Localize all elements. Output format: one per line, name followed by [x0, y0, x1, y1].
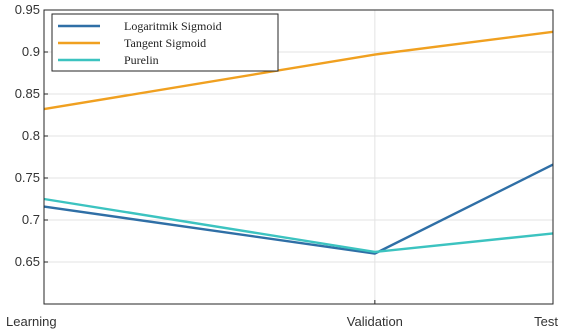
y-tick-label: 0.95 — [15, 2, 40, 17]
y-tick-label: 0.75 — [15, 170, 40, 185]
x-axis: Learning Validation Test — [6, 300, 558, 329]
x-tick-label: Test — [534, 314, 558, 329]
y-axis: 0.65 0.7 0.75 0.8 0.85 0.9 0.95 — [15, 2, 48, 269]
legend-label: Logaritmik Sigmoid — [124, 19, 222, 33]
legend-label: Tangent Sigmoid — [124, 36, 206, 50]
x-tick-label: Learning — [6, 314, 57, 329]
plot-frame — [43, 9, 554, 305]
y-tick-label: 0.65 — [15, 254, 40, 269]
y-tick-label: 0.85 — [15, 86, 40, 101]
y-tick-label: 0.9 — [22, 44, 40, 59]
legend-label: Purelin — [124, 53, 159, 67]
y-tick-label: 0.8 — [22, 128, 40, 143]
legend: Logaritmik Sigmoid Tangent Sigmoid Purelin — [51, 13, 279, 72]
y-tick-label: 0.7 — [22, 212, 40, 227]
x-tick-label: Validation — [347, 314, 403, 329]
series-lines — [43, 30, 554, 255]
